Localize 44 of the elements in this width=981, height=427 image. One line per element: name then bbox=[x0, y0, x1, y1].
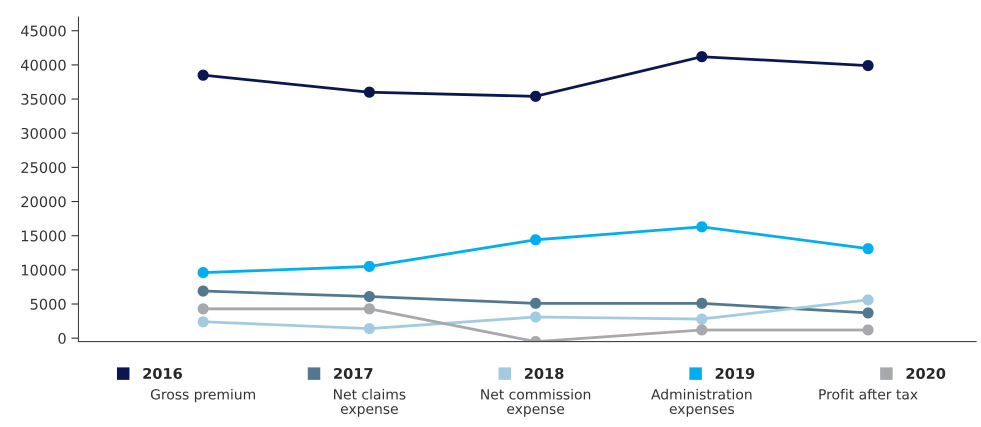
point bbox=[696, 298, 708, 309]
point bbox=[364, 290, 375, 302]
point bbox=[696, 51, 708, 62]
point bbox=[530, 298, 542, 309]
legend-label: 2016 bbox=[143, 368, 182, 379]
legend-label: 2020 bbox=[906, 368, 946, 379]
point bbox=[364, 323, 375, 334]
y-tick-label: 20000 bbox=[21, 196, 66, 208]
point bbox=[862, 60, 874, 72]
point bbox=[696, 221, 708, 232]
point bbox=[364, 86, 375, 98]
point bbox=[364, 260, 375, 272]
point bbox=[530, 90, 542, 102]
point bbox=[696, 314, 708, 325]
x-tick-label: Net claims expense bbox=[334, 388, 406, 417]
point bbox=[198, 267, 209, 278]
point bbox=[198, 285, 209, 297]
point bbox=[364, 303, 375, 314]
y-tick-label: 40000 bbox=[20, 60, 66, 71]
point bbox=[862, 294, 874, 306]
x-tick-label: Profit after tax bbox=[819, 388, 918, 400]
y-tick-label: 35000 bbox=[21, 94, 66, 105]
point bbox=[198, 316, 209, 328]
point bbox=[198, 70, 209, 81]
point bbox=[530, 234, 542, 246]
x-tick-label: Gross premium bbox=[150, 388, 255, 402]
point bbox=[862, 324, 874, 336]
x-tick-label: Net commission expense bbox=[481, 388, 590, 417]
y-tick-label: 0 bbox=[58, 332, 66, 344]
y-tick-label: 5000 bbox=[30, 298, 66, 310]
point bbox=[696, 324, 708, 336]
y-tick-label: 10000 bbox=[22, 264, 66, 276]
point bbox=[530, 311, 542, 323]
y-tick-label: 30000 bbox=[21, 128, 66, 139]
point bbox=[862, 243, 874, 254]
point bbox=[862, 307, 874, 318]
legend-label: 2019 bbox=[716, 368, 754, 379]
y-tick-label: 15000 bbox=[22, 230, 66, 242]
y-tick-label: 45000 bbox=[20, 25, 66, 36]
x-tick-label: Administration expenses bbox=[651, 388, 752, 417]
y-tick-label: 25000 bbox=[21, 162, 66, 174]
legend-label: 2017 bbox=[334, 368, 372, 379]
legend-label: 2018 bbox=[524, 368, 564, 379]
point bbox=[198, 303, 209, 314]
